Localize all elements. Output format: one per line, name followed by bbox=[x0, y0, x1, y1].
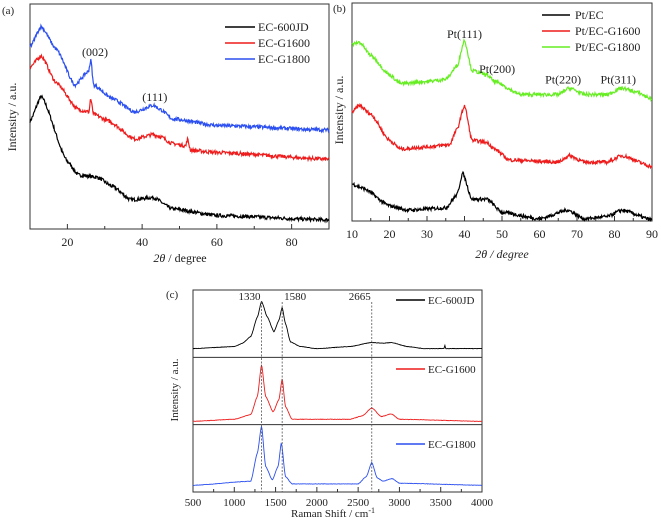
x-tick-label: 40 bbox=[459, 227, 471, 241]
x-axis-label-symbol: 2θ bbox=[153, 251, 165, 265]
peak-annotation: Pt(111) bbox=[447, 27, 482, 41]
x-axis-label-unit: / degree bbox=[165, 251, 206, 265]
x-tick-label: 70 bbox=[571, 227, 583, 241]
legend-label: EC-G1600 bbox=[428, 364, 476, 376]
x-tick-label: 80 bbox=[609, 227, 621, 241]
peak-annotation: Pt(311) bbox=[600, 73, 636, 87]
x-tick-label: 60 bbox=[211, 235, 223, 249]
peak-annotation: (002) bbox=[82, 45, 108, 59]
x-tick-label: 1000 bbox=[223, 497, 246, 509]
legend-label: EC-G1800 bbox=[428, 439, 476, 451]
x-tick-label: 3000 bbox=[388, 497, 411, 509]
x-tick-label: 10 bbox=[346, 227, 358, 241]
x-tick-label: 20 bbox=[61, 235, 73, 249]
x-tick-label: 2500 bbox=[347, 497, 370, 509]
x-tick-label: 3500 bbox=[430, 497, 453, 509]
legend-label: Pt/EC bbox=[575, 8, 604, 22]
x-axis-label: 2θ / degree bbox=[153, 251, 206, 265]
x-tick-label: 40 bbox=[136, 235, 148, 249]
y-axis-label: Intensity / a.u. bbox=[332, 76, 346, 145]
x-tick-label: 2000 bbox=[306, 497, 329, 509]
panel-c bbox=[192, 289, 483, 493]
panel-label: (b) bbox=[333, 3, 346, 15]
x-axis-label-text: Raman Shift / cm bbox=[291, 508, 369, 520]
legend-label: EC-G1600 bbox=[258, 36, 310, 50]
x-axis-label: Raman Shift / cm-1 bbox=[291, 506, 375, 520]
x-tick-label: 80 bbox=[286, 235, 298, 249]
series-line-pt-ec-g1800 bbox=[351, 38, 653, 103]
x-tick-label: 90 bbox=[646, 227, 658, 241]
series-line-ec-g1600 bbox=[192, 364, 483, 422]
panel-label: (c) bbox=[166, 289, 179, 301]
series-line-ec-600jd bbox=[29, 94, 330, 224]
peak-annotation: Pt(200) bbox=[479, 62, 515, 76]
x-tick-label: 1500 bbox=[265, 497, 288, 509]
legend-label: EC-600JD bbox=[258, 20, 309, 34]
x-tick-label: 50 bbox=[496, 227, 508, 241]
series-line-ec-600jd bbox=[192, 301, 483, 350]
panel-b bbox=[351, 2, 653, 222]
reference-line-label: 2665 bbox=[349, 291, 372, 303]
y-axis-label: Intensity / a.u. bbox=[5, 83, 19, 152]
panel-a bbox=[29, 3, 330, 230]
series-line-ec-g1800 bbox=[192, 425, 482, 486]
series-line-pt-ec bbox=[351, 170, 653, 222]
x-axis-label-superscript: -1 bbox=[368, 506, 375, 515]
peak-annotation: (111) bbox=[142, 90, 167, 104]
legend-label: Pt/EC-G1600 bbox=[575, 24, 640, 38]
series-line-ec-g1800 bbox=[29, 23, 330, 134]
reference-line-label: 1330 bbox=[239, 291, 262, 303]
peak-annotation: Pt(220) bbox=[545, 73, 581, 87]
series-line-ec-g1600 bbox=[29, 53, 330, 163]
x-tick-label: 500 bbox=[185, 497, 202, 509]
panel-label: (a) bbox=[2, 5, 15, 17]
x-axis-label: 2θ / degree bbox=[475, 247, 529, 261]
legend-label: EC-G1800 bbox=[258, 52, 310, 66]
plot-frame bbox=[192, 289, 483, 493]
legend-label: EC-600JD bbox=[428, 295, 475, 307]
x-tick-label: 30 bbox=[421, 227, 433, 241]
x-tick-label: 60 bbox=[534, 227, 546, 241]
legend-label: Pt/EC-G1800 bbox=[575, 40, 640, 54]
x-tick-label: 20 bbox=[384, 227, 396, 241]
reference-line-label: 1580 bbox=[284, 291, 307, 303]
series-line-pt-ec-g1600 bbox=[351, 103, 653, 170]
y-axis-label: Intensity / a.u. bbox=[169, 358, 181, 421]
x-tick-label: 4000 bbox=[471, 497, 494, 509]
